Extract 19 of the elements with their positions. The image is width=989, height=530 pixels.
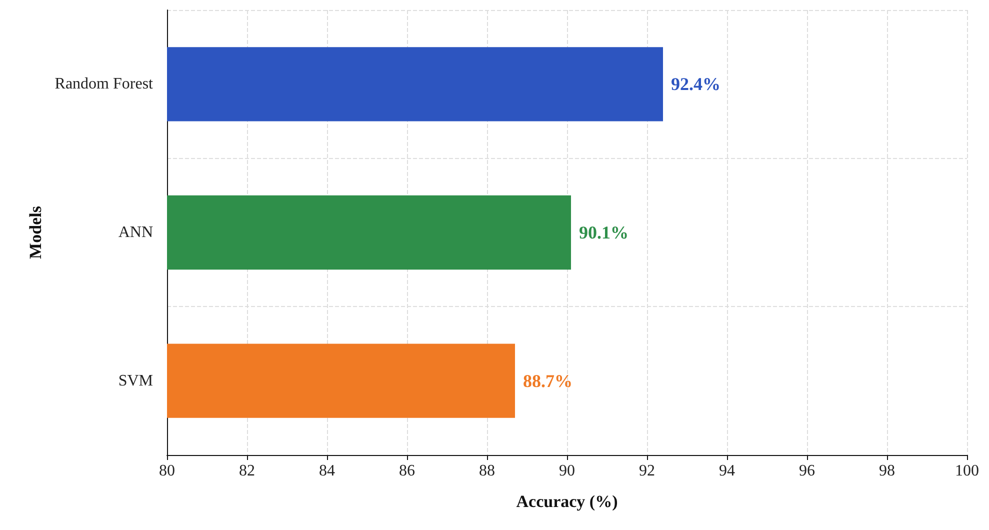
x-tick-label: 100 [955, 462, 979, 480]
x-tick-label: 82 [239, 462, 255, 480]
x-tick-label: 84 [319, 462, 335, 480]
x-tick-label: 88 [479, 462, 495, 480]
y-axis-title: Models [26, 206, 45, 259]
x-tick-label: 98 [879, 462, 895, 480]
x-tick-label: 80 [159, 462, 175, 480]
data-label: 88.7% [523, 370, 572, 391]
x-tick-label: 94 [719, 462, 735, 480]
x-axis-title: Accuracy (%) [516, 492, 618, 511]
y-tick-label: ANN [118, 224, 154, 241]
x-tick-label: 96 [799, 462, 815, 480]
y-tick-label: SVM [118, 372, 153, 390]
data-label: 90.1% [579, 222, 628, 242]
data-label: 92.4% [671, 74, 720, 94]
x-tick-label: 90 [559, 462, 575, 480]
x-tick-label: 92 [639, 462, 655, 480]
y-tick-label: Random Forest [54, 76, 154, 93]
x-tick-label: 86 [399, 462, 415, 480]
